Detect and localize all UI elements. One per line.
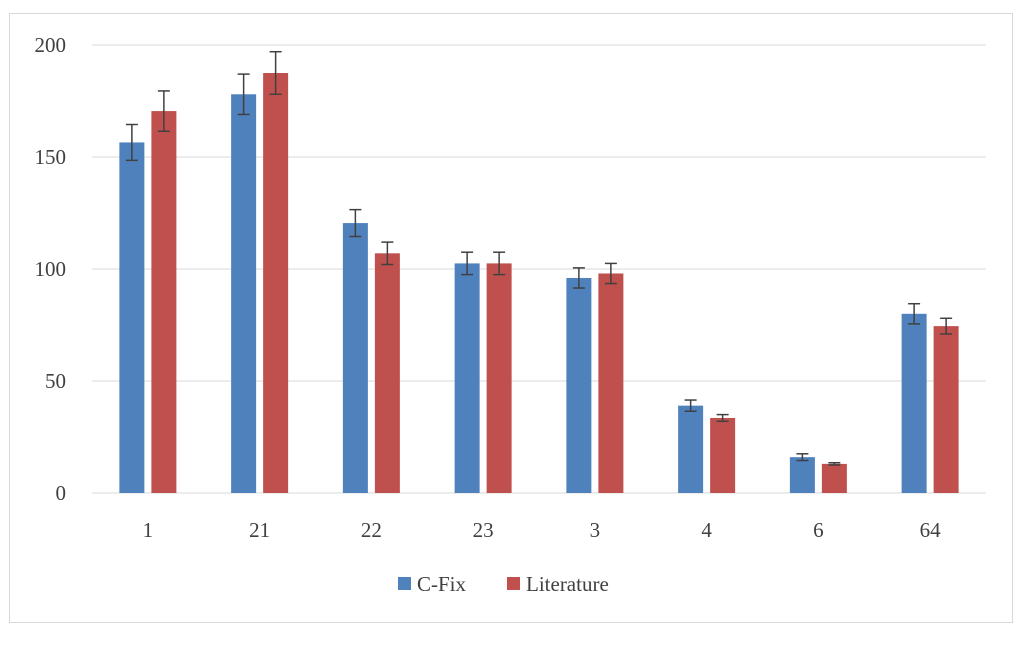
error-bar-literature-6 (828, 462, 841, 466)
x-tick-label: 64 (920, 518, 942, 542)
y-tick-label: 0 (56, 481, 67, 505)
error-bars (125, 50, 953, 466)
error-bar-literature-21 (269, 50, 282, 96)
bar-literature-21 (263, 73, 289, 493)
bar-c-fix-4 (678, 405, 704, 493)
error-bar-literature-23 (493, 251, 506, 276)
error-bar-c-fix-3 (572, 267, 585, 289)
legend-swatch-c-fix (398, 577, 411, 590)
x-tick-label: 3 (590, 518, 601, 542)
bar-c-fix-3 (566, 277, 592, 493)
error-bar-c-fix-1 (125, 123, 138, 162)
legend-label-c-fix: C-Fix (417, 572, 467, 596)
bar-c-fix-22 (342, 223, 368, 493)
error-bar-c-fix-4 (684, 399, 697, 412)
legend-label-literature: Literature (526, 572, 609, 596)
x-tick-label: 22 (361, 518, 382, 542)
x-axis-ticks: 1 21 22 23 3 4 6 64 (143, 518, 942, 542)
error-bar-c-fix-21 (237, 73, 250, 116)
error-bar-literature-4 (716, 413, 729, 423)
y-tick-label: 100 (35, 257, 67, 281)
bar-c-fix-64 (901, 313, 927, 493)
bar-c-fix-6 (789, 457, 815, 493)
x-tick-label: 1 (143, 518, 154, 542)
y-tick-label: 200 (35, 33, 67, 57)
legend-swatch-literature (507, 577, 520, 590)
x-tick-label: 23 (473, 518, 494, 542)
x-tick-label: 4 (701, 518, 712, 542)
y-tick-label: 150 (35, 145, 67, 169)
bar-literature-23 (486, 263, 512, 493)
x-tick-label: 6 (813, 518, 824, 542)
error-bar-literature-22 (381, 241, 394, 266)
bar-c-fix-23 (454, 263, 480, 493)
bars (119, 73, 959, 493)
bar-c-fix-1 (119, 142, 145, 493)
error-bar-literature-64 (940, 317, 953, 335)
legend: C-Fix Literature (398, 572, 609, 596)
error-bar-c-fix-23 (461, 251, 474, 276)
bar-literature-4 (710, 417, 736, 493)
bar-literature-3 (598, 273, 624, 493)
bar-literature-64 (933, 326, 959, 493)
bar-literature-1 (151, 111, 177, 493)
error-bar-c-fix-6 (796, 453, 809, 462)
y-axis-ticks: 0 50 100 150 200 (35, 33, 67, 505)
error-bar-literature-1 (157, 90, 170, 132)
error-bar-literature-3 (604, 262, 617, 285)
bar-c-fix-21 (231, 94, 257, 493)
error-bar-c-fix-22 (349, 208, 362, 238)
bar-literature-6 (821, 463, 847, 493)
error-bar-c-fix-64 (908, 302, 921, 325)
bar-literature-22 (374, 253, 400, 493)
y-tick-label: 50 (45, 369, 66, 393)
gridlines (92, 44, 986, 494)
x-tick-label: 21 (249, 518, 270, 542)
